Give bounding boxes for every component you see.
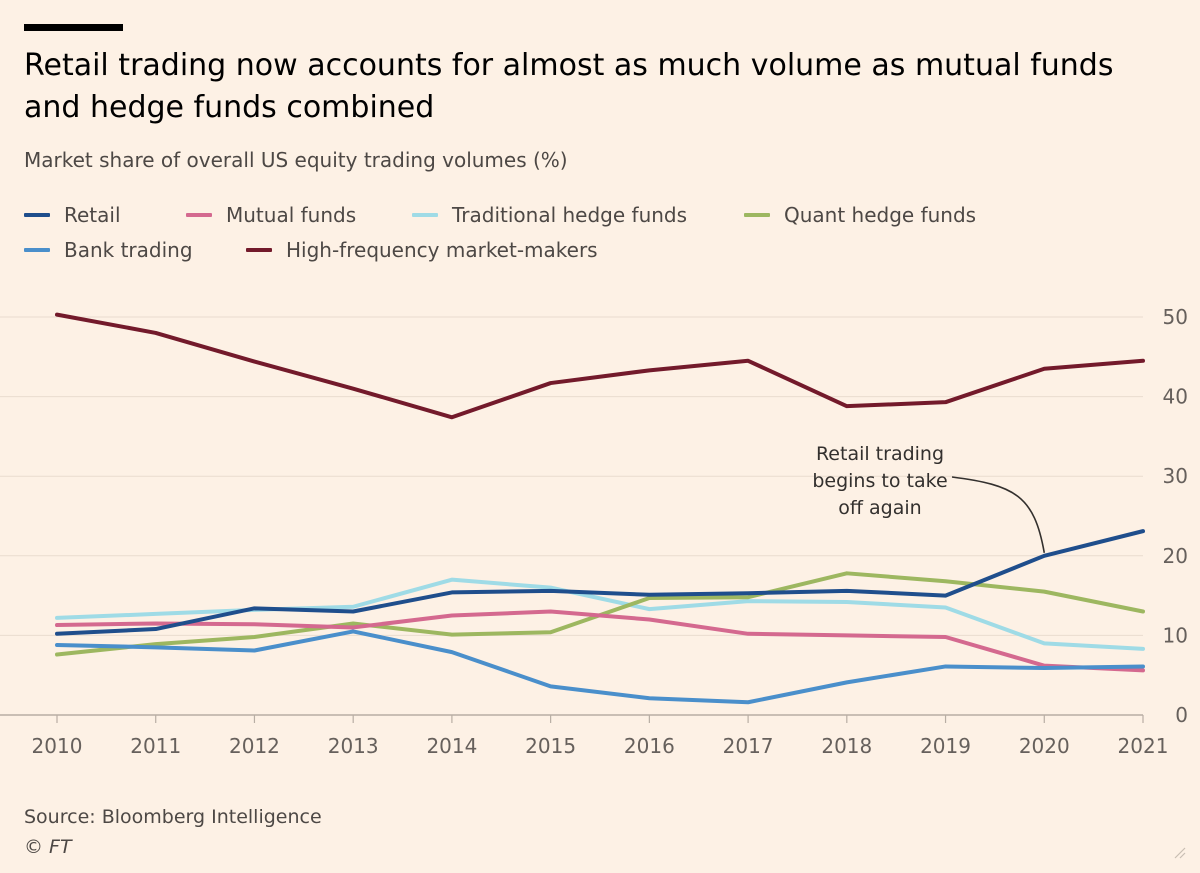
x-tick-label: 2018: [821, 734, 872, 758]
legend-swatch: [24, 248, 50, 252]
legend-item-bank-trading: Bank trading: [24, 238, 193, 262]
chart-subtitle: Market share of overall US equity tradin…: [24, 148, 568, 172]
legend-item-retail: Retail: [24, 203, 121, 227]
x-tick-label: 2020: [1019, 734, 1070, 758]
legend-swatch: [186, 213, 212, 217]
series-line-retail: [55, 529, 1145, 636]
legend-label: Traditional hedge funds: [452, 203, 688, 227]
y-tick-label: 40: [1163, 385, 1188, 409]
legend-label: Quant hedge funds: [784, 203, 977, 227]
resize-grip-icon[interactable]: [1172, 845, 1186, 859]
x-tick-label: 2021: [1118, 734, 1169, 758]
y-tick-label: 30: [1163, 464, 1188, 488]
source-note: Source: Bloomberg Intelligence: [24, 806, 322, 828]
legend-item-mutual-funds: Mutual funds: [186, 203, 356, 227]
line-chart: 0 10 20 30 40 50 2010 2011 2012 2013 2014 2015 2016 2…: [0, 305, 1188, 758]
copyright-credit: © FT: [24, 836, 72, 858]
legend-label: High-frequency market-makers: [286, 238, 598, 262]
series-line-mutual-funds: [55, 609, 1145, 673]
series-line-bank-trading: [55, 629, 1145, 705]
y-tick-label: 50: [1163, 305, 1188, 329]
legend-swatch: [744, 213, 770, 217]
legend-item-high-frequency-market-makers: High-frequency market-makers: [246, 238, 598, 262]
legend-swatch: [24, 213, 50, 217]
chart-title: Retail trading now accounts for almost a…: [24, 48, 1114, 125]
annotation-arrow: [951, 476, 1046, 553]
x-tick-label: 2015: [525, 734, 576, 758]
x-tick-label: 2013: [328, 734, 379, 758]
legend-label: Mutual funds: [226, 203, 357, 227]
x-tick-label: 2010: [32, 734, 83, 758]
x-tick-label: 2019: [920, 734, 971, 758]
legend-label: Retail: [64, 203, 121, 227]
legend-item-quant-hedge-funds: Quant hedge funds: [744, 203, 976, 227]
legend-swatch: [246, 248, 272, 252]
legend-item-traditional-hedge-funds: Traditional hedge funds: [412, 203, 687, 227]
x-tick-label: 2017: [723, 734, 774, 758]
legend-swatch: [412, 213, 438, 217]
x-tick-label: 2011: [130, 734, 181, 758]
x-tick-label: 2014: [426, 734, 477, 758]
series-line-high-frequency-market-makers: [55, 312, 1145, 420]
legend: Retail Mutual funds Traditional hedge fu…: [24, 200, 1024, 270]
legend-label: Bank trading: [64, 238, 193, 262]
y-tick-label: 10: [1163, 623, 1188, 647]
x-tick-label: 2016: [624, 734, 675, 758]
annotation-text-line: Retail trading: [816, 443, 944, 465]
x-tick-label: 2012: [229, 734, 280, 758]
annotation-text-line: begins to take: [812, 470, 947, 492]
annotation-text-line: off again: [838, 497, 921, 519]
brand-bar: [24, 24, 123, 31]
y-tick-label: 0: [1175, 703, 1188, 727]
y-tick-label: 20: [1163, 544, 1188, 568]
